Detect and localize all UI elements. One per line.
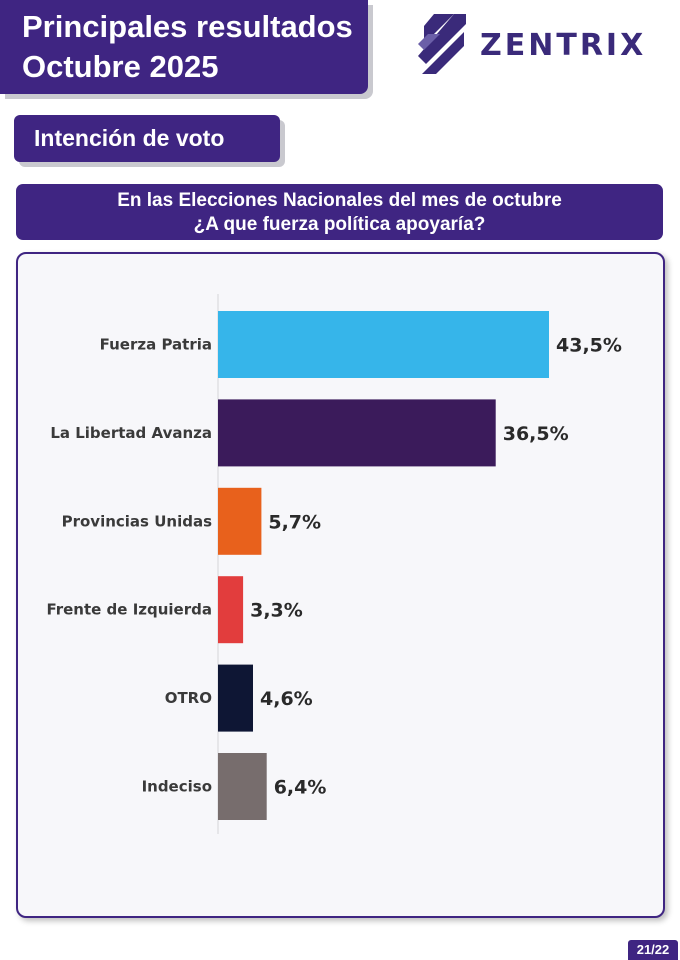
chart-panel: Fuerza Patria 43,5% La Libertad Avanza 36,5… (16, 252, 665, 918)
section-label: Intención de voto (14, 115, 280, 162)
bar-provincias-unidas (218, 487, 262, 555)
page-title-line-2: Octubre 2025 (22, 49, 219, 84)
bar-fuerza-patria (218, 311, 549, 378)
value-label-provincias-unidas: 5,7% (268, 511, 321, 533)
category-label-frente-de-izquierda: Frente de Izquierda (46, 601, 212, 619)
question-line-1: En las Elecciones Nacionales del mes de … (117, 190, 562, 211)
value-label-fuerza-patria: 43,5% (556, 335, 622, 357)
bar-indeciso (218, 753, 267, 820)
value-label-indeciso: 6,4% (274, 777, 327, 799)
page-title-box: Principales resultados Octubre 2025 (0, 0, 368, 94)
bar-la-libertad-avanza (218, 399, 496, 467)
brand-name: ZENTRIX (480, 28, 647, 63)
bar-otro (218, 664, 253, 732)
question-banner: En las Elecciones Nacionales del mes de … (16, 184, 663, 240)
value-label-la-libertad-avanza: 36,5% (503, 423, 569, 445)
category-label-la-libertad-avanza: La Libertad Avanza (50, 424, 212, 442)
brand-mark-icon (418, 14, 466, 74)
value-label-frente-de-izquierda: 3,3% (250, 600, 303, 622)
category-label-otro: OTRO (165, 689, 212, 707)
category-label-fuerza-patria: Fuerza Patria (100, 336, 212, 354)
page-number: 21/22 (628, 940, 678, 960)
vote-intention-chart: Fuerza Patria 43,5% La Libertad Avanza 36,5… (46, 294, 622, 834)
category-label-indeciso: Indeciso (142, 778, 212, 796)
question-line-2: ¿A que fuerza política apoyaría? (193, 214, 486, 235)
category-label-provincias-unidas: Provincias Unidas (62, 512, 212, 530)
bar-frente-de-izquierda (218, 576, 244, 644)
value-label-otro: 4,6% (260, 688, 313, 710)
page-title-line-1: Principales resultados (22, 9, 353, 44)
brand-logo: ZENTRIX (414, 12, 664, 78)
